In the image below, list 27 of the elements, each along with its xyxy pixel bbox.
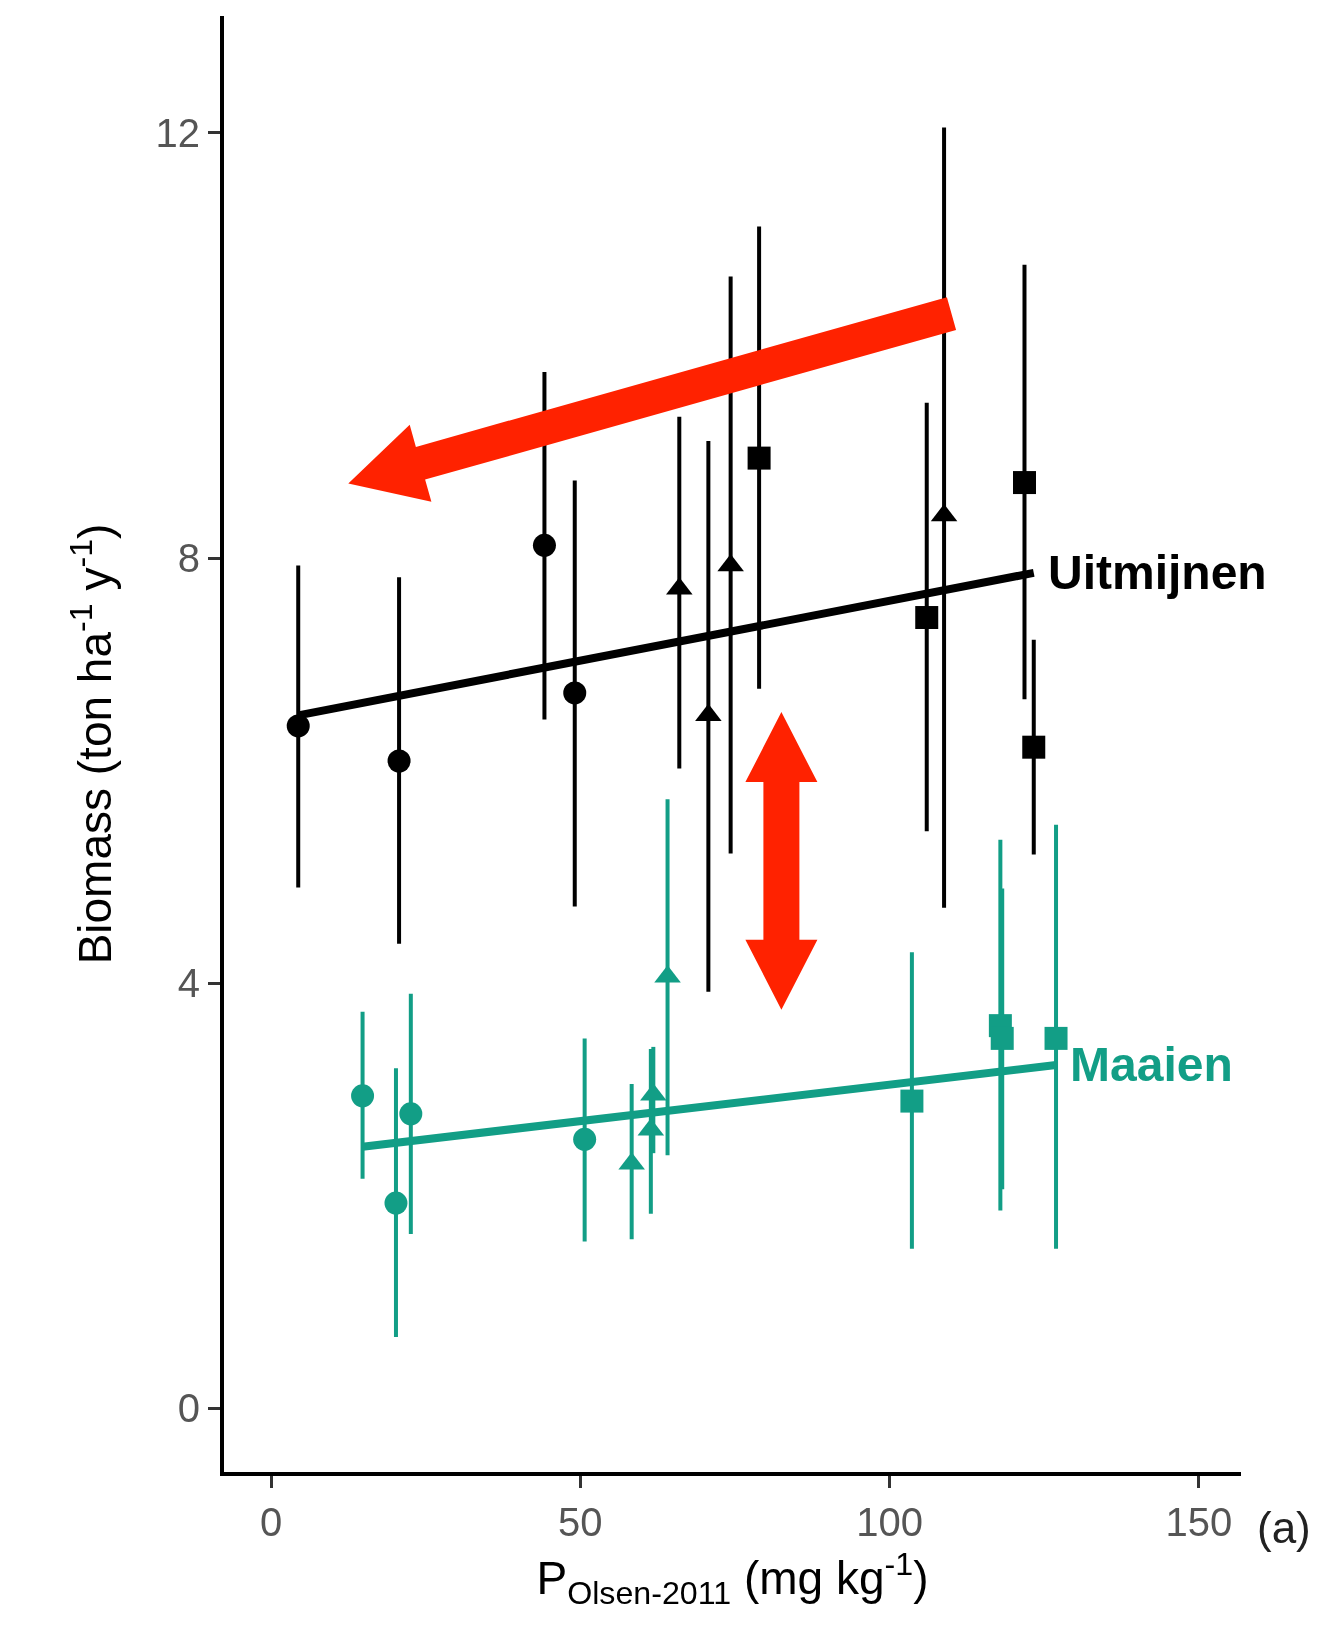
y-tick-label: 12 xyxy=(155,110,200,155)
text: (a) xyxy=(1257,1503,1311,1552)
point xyxy=(1012,471,1036,495)
point xyxy=(990,1026,1014,1050)
x-tick-label: 0 xyxy=(259,1500,283,1544)
point xyxy=(900,1089,924,1113)
point xyxy=(747,446,771,470)
point xyxy=(563,681,587,705)
point xyxy=(1044,1026,1068,1050)
x-tick-label: 50 xyxy=(558,1500,603,1544)
point xyxy=(399,1102,423,1126)
point xyxy=(573,1127,597,1151)
point xyxy=(384,1191,408,1215)
point xyxy=(351,1084,375,1108)
y-tick-label: 4 xyxy=(177,961,200,1006)
point xyxy=(286,714,310,738)
point xyxy=(1022,735,1046,759)
x-axis-title: P$_{Olsen-2011}$ (mg kg$^{-1}$) xyxy=(536,1545,929,1611)
x-tick-label: 150 xyxy=(1165,1500,1233,1544)
point xyxy=(915,606,939,630)
series-label: Maaien xyxy=(1070,1038,1233,1091)
series-label: Uitmijnen xyxy=(1048,546,1267,599)
x-tick-label: 100 xyxy=(856,1500,924,1544)
point xyxy=(387,749,411,773)
y-tick-label: 8 xyxy=(177,536,200,581)
y-tick-label: 0 xyxy=(177,1386,200,1431)
point xyxy=(532,533,556,557)
